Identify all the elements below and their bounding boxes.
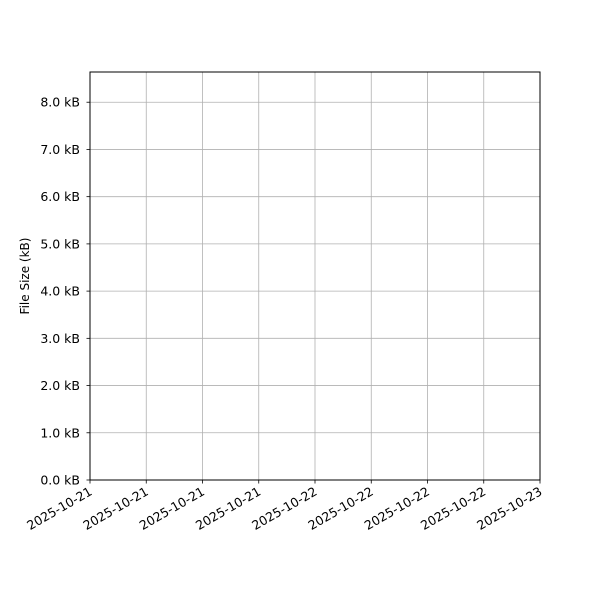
y-tick-label: 8.0 kB xyxy=(40,95,80,110)
y-tick-label: 1.0 kB xyxy=(40,425,80,440)
y-tick-label: 2.0 kB xyxy=(40,378,80,393)
y-tick-label: 3.0 kB xyxy=(40,331,80,346)
y-tick-label: 4.0 kB xyxy=(40,284,80,299)
y-axis-label: File Size (kB) xyxy=(18,238,32,315)
y-tick-label: 7.0 kB xyxy=(40,142,80,157)
ticks: 0.0 kB 1.0 kB 2.0 kB 3.0 kB 4.0 kB 5.0 kB 6.0 … xyxy=(24,95,544,533)
grid xyxy=(90,72,540,481)
y-tick-label: 0.0 kB xyxy=(40,473,80,488)
plot-area-frame xyxy=(89,71,541,481)
y-tick-label: 6.0 kB xyxy=(40,189,80,204)
y-tick-label: 5.0 kB xyxy=(40,236,80,251)
